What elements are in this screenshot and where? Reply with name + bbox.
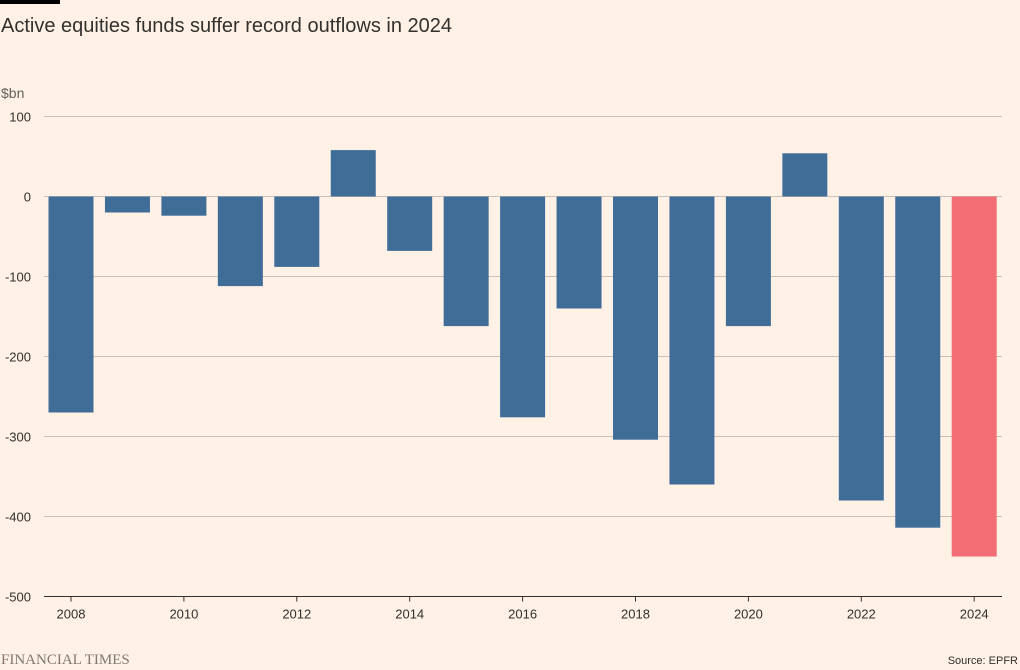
bar-2009 xyxy=(104,196,150,213)
x-tick-label: 2010 xyxy=(169,607,198,622)
publisher-logo: FINANCIAL TIMES xyxy=(1,652,130,668)
bar-2015 xyxy=(443,196,489,327)
bar-2014 xyxy=(387,196,433,251)
y-tick-label: -100 xyxy=(5,270,31,285)
bar-2022 xyxy=(838,196,884,501)
x-tick-label: 2022 xyxy=(847,607,876,622)
top-accent-bar xyxy=(0,0,60,4)
y-tick-label: -200 xyxy=(5,350,31,365)
bar-2012 xyxy=(274,196,320,267)
bar-2008 xyxy=(48,196,94,413)
bar-2019 xyxy=(669,196,715,485)
bar-2023 xyxy=(895,196,941,528)
source-note: Source: EPFR xyxy=(947,655,1018,667)
x-tick-label: 2016 xyxy=(508,607,537,622)
y-axis-unit-label: $bn xyxy=(1,85,25,101)
chart-title: Active equities funds suffer record outf… xyxy=(1,15,452,37)
bar-2013 xyxy=(330,150,376,197)
bar-2011 xyxy=(217,196,263,287)
y-tick-label: 0 xyxy=(24,190,31,205)
bar-2017 xyxy=(556,196,602,309)
y-tick-label: -300 xyxy=(5,430,31,445)
x-tick-label: 2024 xyxy=(960,607,989,622)
x-tick-label: 2008 xyxy=(57,607,86,622)
x-tick-label: 2012 xyxy=(282,607,311,622)
y-tick-label: -500 xyxy=(5,590,31,605)
bar-2024 xyxy=(951,196,997,557)
bar-2010 xyxy=(161,196,207,216)
bar-2020 xyxy=(725,196,771,327)
bar-2018 xyxy=(613,196,658,440)
y-tick-label: 100 xyxy=(9,110,31,125)
x-tick-label: 2018 xyxy=(621,607,650,622)
y-tick-label: -400 xyxy=(5,510,31,525)
x-tick-label: 2014 xyxy=(395,607,424,622)
x-tick-label: 2020 xyxy=(734,607,763,622)
bar-2016 xyxy=(500,196,546,418)
bar-2021 xyxy=(782,153,828,197)
